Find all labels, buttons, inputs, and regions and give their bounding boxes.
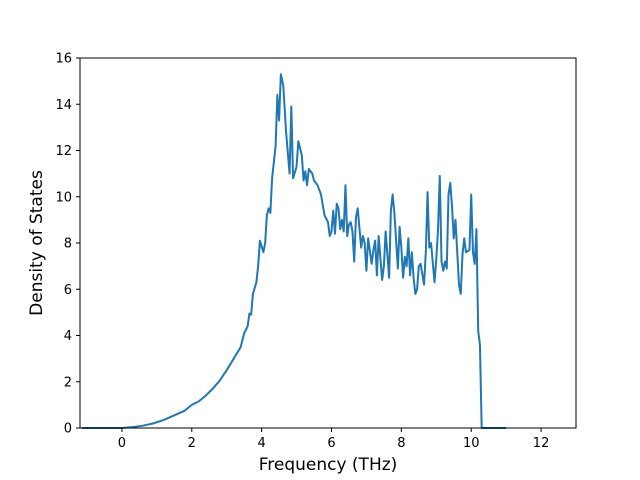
- x-tick-label: 12: [533, 436, 550, 451]
- y-tick-label: 4: [64, 329, 72, 344]
- x-tick-label: 0: [118, 436, 126, 451]
- y-tick-label: 12: [55, 144, 72, 159]
- y-tick-label: 2: [64, 375, 72, 390]
- x-tick-label: 8: [397, 436, 405, 451]
- x-tick-label: 6: [327, 436, 335, 451]
- dos-series-line: [81, 73, 507, 429]
- y-tick-label: 8: [64, 237, 72, 252]
- y-tick-label: 14: [55, 98, 72, 113]
- y-tick-label: 0: [64, 422, 72, 437]
- y-axis-title: Density of States: [27, 170, 47, 316]
- x-tick-label: 4: [257, 436, 265, 451]
- y-tick-label: 6: [64, 283, 72, 298]
- x-axis-title: Frequency (THz): [259, 455, 398, 475]
- x-tick-label: 10: [463, 436, 480, 451]
- y-tick-label: 10: [55, 190, 72, 205]
- y-tick-label: 16: [55, 52, 72, 67]
- x-tick-label: 2: [188, 436, 196, 451]
